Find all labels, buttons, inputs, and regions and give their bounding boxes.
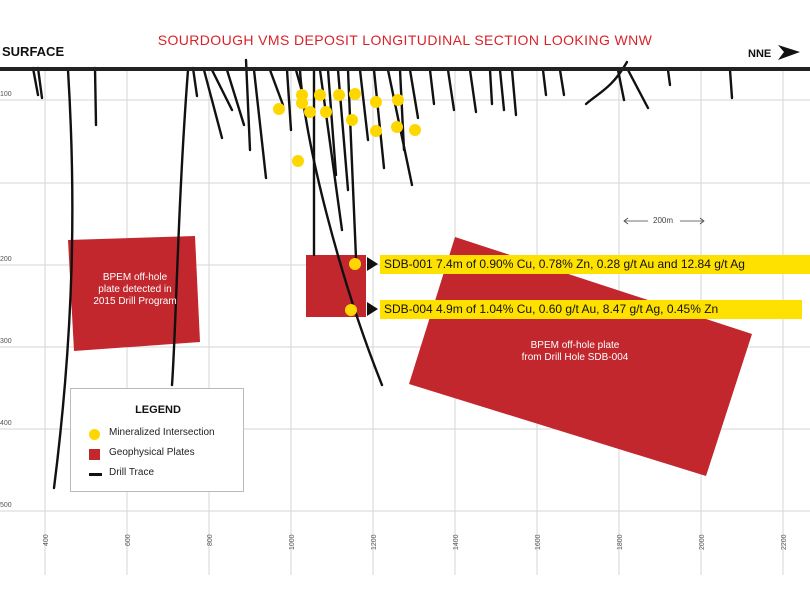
plate-2015 — [68, 236, 200, 351]
drill-trace — [268, 68, 285, 107]
drill-trace — [372, 68, 386, 170]
x-tick-label: 600 — [125, 534, 132, 546]
drill-trace — [346, 68, 358, 260]
intersections — [273, 88, 421, 316]
yellow-circle-icon — [89, 429, 100, 440]
drill-trace — [541, 68, 548, 97]
mineralized-intersection — [333, 89, 345, 101]
x-tick-label: 1400 — [453, 534, 460, 550]
drill-trace — [468, 68, 478, 114]
drill-trace — [191, 66, 199, 98]
x-tick-label: 1600 — [535, 534, 542, 550]
drill-trace — [210, 68, 234, 112]
x-tick-label: 800 — [207, 534, 214, 546]
depth-label: 400 — [0, 420, 12, 427]
drill-trace — [36, 66, 44, 100]
plate-label-2015: BPEM off-hole plate detected in 2015 Dri… — [80, 272, 190, 308]
red-rectangle-icon — [89, 449, 100, 460]
legend-title: LEGEND — [135, 404, 181, 416]
drill-trace — [225, 68, 246, 127]
mineralized-intersection-sdb-004 — [345, 304, 357, 316]
drill-trace — [358, 68, 370, 142]
drill-trace — [498, 68, 506, 112]
mineralized-intersection — [314, 89, 326, 101]
black-line-icon — [89, 473, 102, 476]
x-tick-label: 1200 — [371, 534, 378, 550]
mineralized-intersection — [391, 121, 403, 133]
plate-label-line: plate detected in — [98, 284, 172, 295]
legend-item-label: Geophysical Plates — [109, 447, 195, 458]
plate-label-line: BPEM off-hole — [102, 272, 168, 283]
mineralized-intersection — [409, 124, 421, 136]
mineralized-intersection — [370, 125, 382, 137]
nne-arrow-icon — [778, 45, 800, 60]
drill-trace — [170, 68, 190, 387]
drill-trace — [510, 68, 518, 117]
drill-trace — [244, 58, 252, 152]
drill-trace — [336, 68, 350, 192]
drill-trace — [398, 68, 406, 152]
direction-label: NNE — [748, 48, 772, 60]
x-tick-label: 400 — [43, 534, 50, 546]
drill-trace — [31, 66, 40, 97]
plate-label-sdb-004: BPEM off-hole plate from Drill Hole SDB-… — [505, 340, 645, 364]
legend: LEGEND Mineralized Intersection Geophysi… — [70, 388, 244, 492]
mineralized-intersection — [392, 94, 404, 106]
mineralized-intersection — [346, 114, 358, 126]
depth-label: 200 — [0, 256, 12, 263]
callout-sdb-004: SDB-004 4.9m of 1.04% Cu, 0.60 g/t Au, 8… — [380, 300, 802, 319]
plate-label-line: 2015 Drill Program — [93, 296, 177, 307]
depth-label: 500 — [0, 502, 12, 509]
plate-label-line: BPEM off-hole plate — [530, 340, 620, 351]
legend-item-label: Drill Trace — [109, 467, 155, 478]
drill-trace — [252, 68, 268, 180]
drill-trace — [408, 68, 420, 120]
legend-item-label: Mineralized Intersection — [109, 427, 215, 438]
mineralized-intersection — [292, 155, 304, 167]
mineralized-intersection — [296, 97, 308, 109]
drill-trace — [428, 68, 436, 106]
plate-sdb-004 — [409, 237, 752, 476]
x-tick-label: 2200 — [781, 534, 788, 550]
callout-sdb-001: SDB-001 7.4m of 0.90% Cu, 0.78% Zn, 0.28… — [380, 255, 810, 274]
x-tick-label: 1800 — [617, 534, 624, 550]
surface-label: SURFACE — [2, 44, 65, 59]
mineralized-intersection — [370, 96, 382, 108]
drill-trace — [558, 68, 566, 97]
drill-trace — [616, 68, 626, 102]
mineralized-intersection — [320, 106, 332, 118]
drill-traces — [31, 58, 734, 490]
drill-trace — [626, 68, 650, 110]
scale-bar-label: 200m — [653, 216, 674, 225]
depth-label: 100 — [0, 91, 12, 98]
drill-trace — [728, 68, 734, 100]
scale-bar — [623, 217, 705, 225]
drill-trace — [326, 68, 338, 177]
callout-pointer-sdb-001 — [367, 257, 378, 271]
plate-label-line: from Drill Hole SDB-004 — [521, 352, 629, 363]
drill-trace — [666, 68, 672, 87]
surface-line — [0, 67, 810, 71]
mineralized-intersection-sdb-001 — [349, 258, 361, 270]
drill-trace — [285, 68, 293, 132]
mineralized-intersection — [304, 106, 316, 118]
mineralized-intersection — [349, 88, 361, 100]
x-tick-label: 1000 — [289, 534, 296, 550]
drill-trace — [202, 68, 224, 140]
callout-pointer-sdb-004 — [367, 302, 378, 316]
depth-label: 300 — [0, 338, 12, 345]
mineralized-intersection — [273, 103, 285, 115]
drill-trace — [52, 68, 74, 490]
drill-trace — [93, 66, 98, 127]
x-tick-label: 2000 — [699, 534, 706, 550]
drill-trace — [488, 68, 494, 106]
section-title: SOURDOUGH VMS DEPOSIT LONGITUDINAL SECTI… — [157, 32, 653, 48]
drill-trace — [446, 68, 456, 112]
